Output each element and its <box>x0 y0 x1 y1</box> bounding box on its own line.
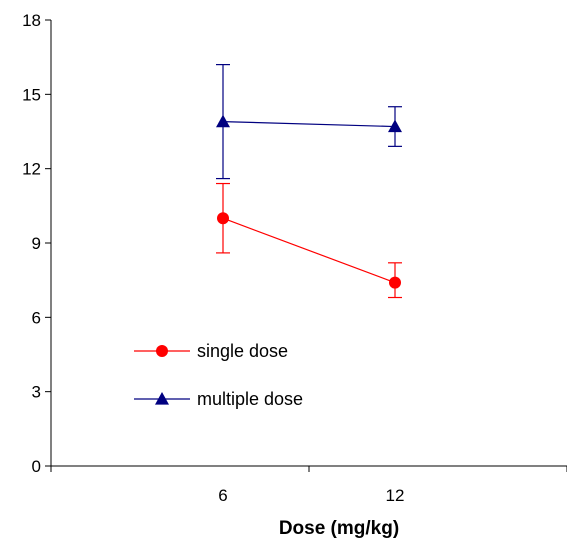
data-point <box>389 276 401 289</box>
series-line <box>222 217 396 284</box>
data-point <box>388 119 402 133</box>
x-tick-label: 6 <box>218 486 227 505</box>
data-point <box>216 114 230 128</box>
legend-marker <box>155 392 169 405</box>
legend-item: single dose <box>134 341 288 361</box>
y-tick-label: 9 <box>32 234 41 253</box>
y-tick-label: 0 <box>32 457 41 476</box>
series-line <box>222 120 396 128</box>
y-tick-label: 18 <box>22 11 41 30</box>
x-axis-title: Dose (mg/kg) <box>279 518 399 539</box>
series-layer <box>216 63 402 299</box>
series-single-dose <box>216 182 402 299</box>
y-tick-label: 15 <box>22 85 41 104</box>
legend-label: multiple dose <box>197 389 303 409</box>
data-point <box>217 212 229 225</box>
y-tick-label: 3 <box>32 383 41 402</box>
series-multiple-dose <box>216 63 402 180</box>
y-tick-label: 6 <box>32 308 41 327</box>
legend-item: multiple dose <box>134 389 303 409</box>
legend-marker <box>156 345 168 357</box>
y-tick-label: 12 <box>22 160 41 179</box>
legend: single dose multiple dose <box>134 341 303 409</box>
axes: 0 3 6 9 12 15 18 6 12 <box>22 11 567 505</box>
x-tick-label: 12 <box>386 486 405 505</box>
legend-label: single dose <box>197 341 288 361</box>
